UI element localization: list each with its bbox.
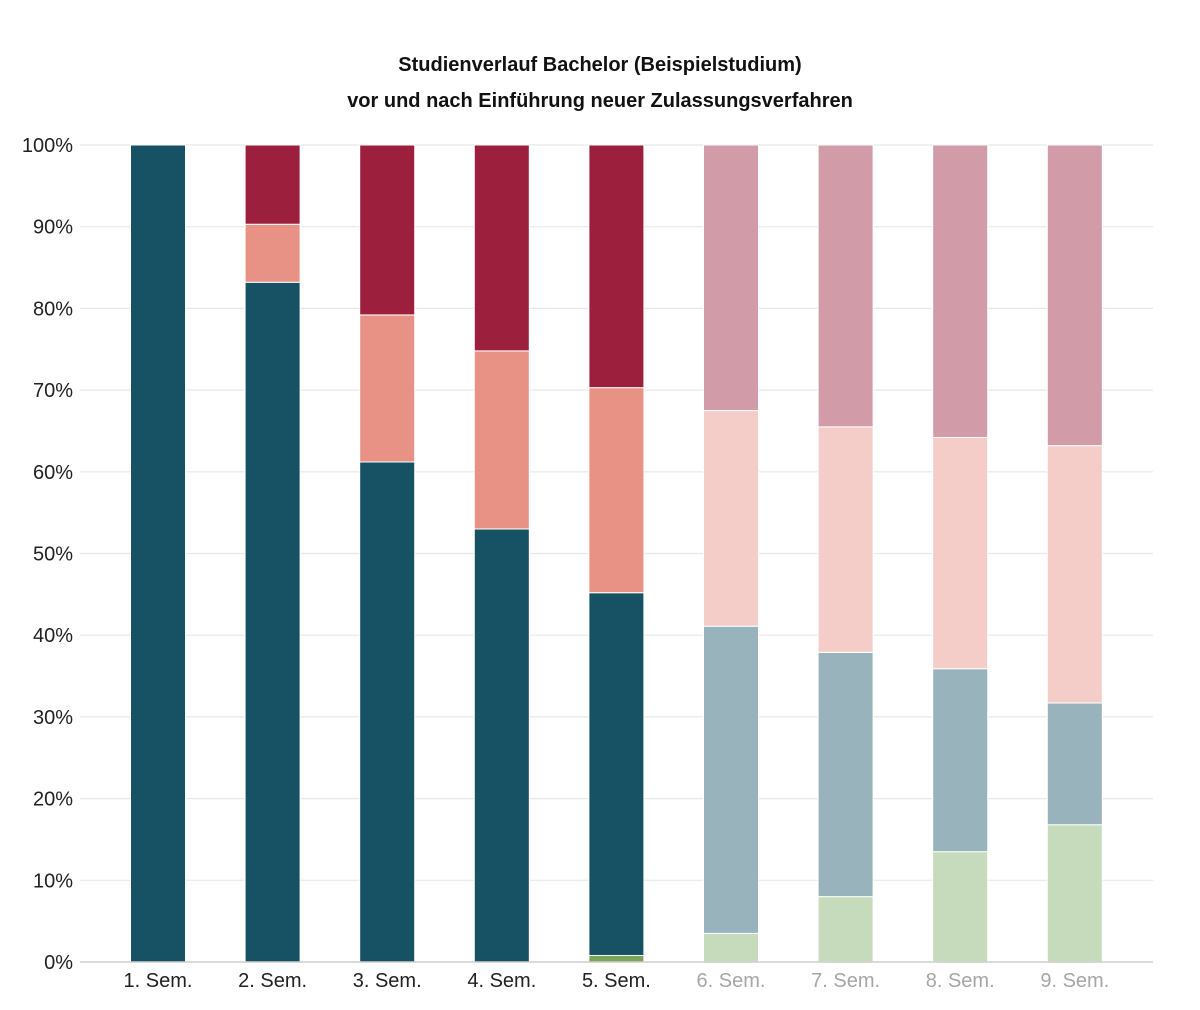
y-tick-label: 0% [44,952,73,974]
y-tick-label: 20% [33,789,73,811]
y-tick-label: 100% [22,135,73,157]
bar-segment [359,144,416,316]
bar-segment [244,281,301,963]
bar-segment [1046,702,1103,826]
bar-segment [703,625,759,934]
bar-segment [817,426,874,653]
bar-segment [588,387,645,594]
bar-segment [817,144,874,428]
x-tick-label: 9. Sem. [1040,970,1109,992]
bar-segment [588,144,645,389]
bar-segment [817,896,874,963]
y-tick-label: 40% [33,625,73,647]
bar-segment [359,461,416,963]
bar-segment [244,223,301,283]
y-tick-label: 70% [33,380,73,402]
y-tick-label: 80% [33,298,73,320]
bar-segment [703,144,759,412]
bar-segment [359,314,416,463]
bar-segment [703,410,759,627]
bar-segment [130,144,186,963]
x-tick-label: 8. Sem. [926,970,995,992]
bar-segment [1046,824,1103,963]
bar-segment [1046,144,1103,447]
y-tick-label: 10% [33,870,73,892]
bar-segment [817,651,874,898]
y-tick-label: 30% [33,707,73,729]
y-tick-label: 60% [33,462,73,484]
x-tick-label: 1. Sem. [124,970,193,992]
bar-segment [1046,445,1103,704]
x-tick-label: 4. Sem. [467,970,536,992]
bar-segment [932,668,989,853]
bar-segment [932,851,989,963]
x-tick-label: 6. Sem. [697,970,766,992]
bar-segment [932,436,989,670]
bar-segment [588,954,645,963]
chart-title: Studienverlauf Bachelor (Beispielstudium… [398,54,802,76]
y-tick-label: 90% [33,217,73,239]
x-tick-label: 7. Sem. [811,970,880,992]
x-tick-label: 3. Sem. [353,970,422,992]
bar-segment [473,528,530,963]
bar-segment [244,144,301,225]
x-tick-label: 5. Sem. [582,970,651,992]
bar-segment [473,350,530,530]
bar-segment [703,932,759,963]
bar-segment [588,592,645,956]
chart-subtitle: vor und nach Einführung neuer Zulassungs… [347,90,853,112]
x-tick-label: 2. Sem. [238,970,307,992]
bar-segment [473,144,530,352]
y-tick-label: 50% [33,544,73,566]
bar-segment [932,144,989,438]
